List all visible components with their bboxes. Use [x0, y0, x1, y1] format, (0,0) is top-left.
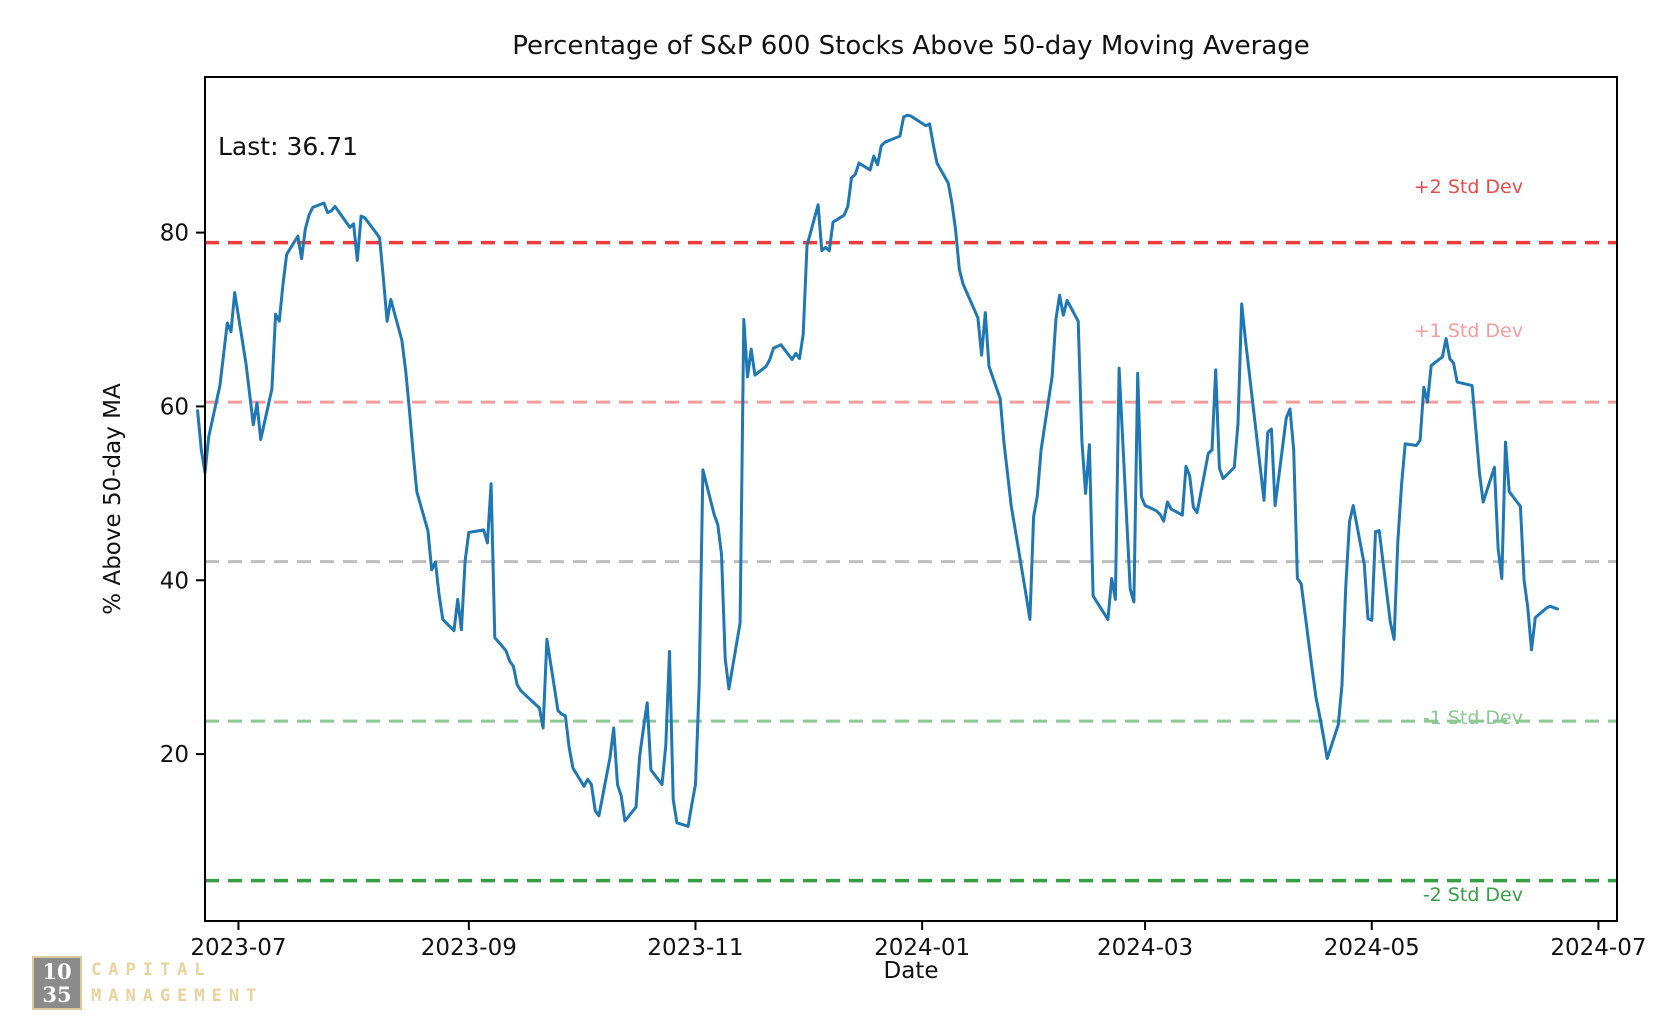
axes-spines [204, 76, 1618, 922]
x-tick-label: 2024-03 [1097, 935, 1193, 961]
x-tick-label: 2024-07 [1550, 935, 1646, 961]
y-tick-label: 80 [160, 221, 189, 247]
logo-square: 10 35 [32, 956, 82, 1010]
x-tick-label: 2023-09 [421, 935, 517, 961]
x-tick-label: 2023-07 [190, 935, 286, 961]
x-tick-label: 2024-01 [874, 935, 970, 961]
y-tick-label: 60 [160, 394, 189, 420]
logo-line-capital: CAPITAL [91, 960, 212, 980]
y-tick-label: 20 [160, 742, 189, 768]
minus-1-std-dev-label: -1 Std Dev [1422, 707, 1523, 729]
minus-2-std-dev-label: -2 Std Dev [1422, 884, 1523, 906]
company-logo: 10 35 CAPITAL MANAGEMENT [32, 956, 263, 1010]
logo-number-bottom: 35 [42, 982, 72, 1007]
last-value-annotation: Last: 36.71 [218, 132, 359, 161]
y-tick-label: 40 [160, 568, 189, 594]
data-line [196, 113, 1559, 828]
plus-2-std-dev-label: +2 Std Dev [1413, 176, 1523, 198]
logo-line-management: MANAGEMENT [91, 986, 264, 1006]
logo-wordmark: CAPITAL MANAGEMENT [91, 957, 263, 1009]
plus-1-std-dev-label: +1 Std Dev [1413, 320, 1523, 342]
x-tick-label: 2024-05 [1324, 935, 1420, 961]
chart-title: Percentage of S&P 600 Stocks Above 50-da… [512, 31, 1310, 61]
logo-number-top: 10 [42, 959, 72, 984]
x-axis-label: Date [883, 958, 939, 984]
x-tick-label: 2023-11 [647, 935, 743, 961]
